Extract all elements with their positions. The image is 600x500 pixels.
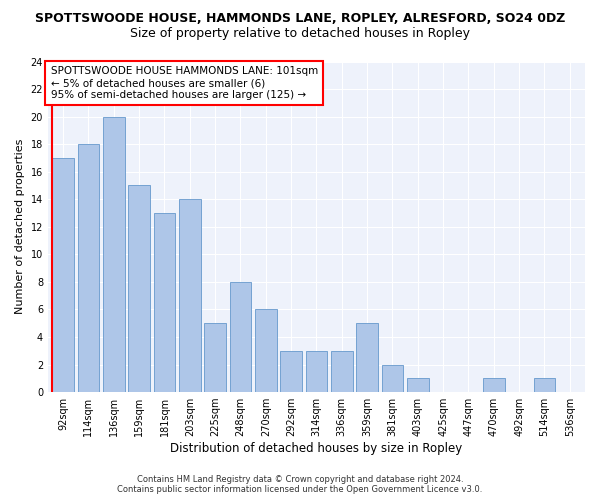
Bar xyxy=(483,378,505,392)
Bar xyxy=(205,323,226,392)
Bar xyxy=(331,351,353,392)
Bar xyxy=(407,378,428,392)
Y-axis label: Number of detached properties: Number of detached properties xyxy=(15,139,25,314)
Bar xyxy=(305,351,327,392)
Text: Contains HM Land Registry data © Crown copyright and database right 2024.: Contains HM Land Registry data © Crown c… xyxy=(137,475,463,484)
Bar xyxy=(230,282,251,392)
Bar xyxy=(103,116,125,392)
Bar xyxy=(533,378,555,392)
Text: SPOTTSWOODE HOUSE, HAMMONDS LANE, ROPLEY, ALRESFORD, SO24 0DZ: SPOTTSWOODE HOUSE, HAMMONDS LANE, ROPLEY… xyxy=(35,12,565,26)
Bar xyxy=(77,144,99,392)
Text: SPOTTSWOODE HOUSE HAMMONDS LANE: 101sqm
← 5% of detached houses are smaller (6)
: SPOTTSWOODE HOUSE HAMMONDS LANE: 101sqm … xyxy=(50,66,318,100)
Bar xyxy=(52,158,74,392)
Bar xyxy=(128,186,150,392)
Bar xyxy=(154,213,175,392)
Text: Contains public sector information licensed under the Open Government Licence v3: Contains public sector information licen… xyxy=(118,484,482,494)
Bar xyxy=(280,351,302,392)
Bar xyxy=(179,199,200,392)
Bar xyxy=(382,364,403,392)
Bar xyxy=(356,323,378,392)
X-axis label: Distribution of detached houses by size in Ropley: Distribution of detached houses by size … xyxy=(170,442,463,455)
Bar xyxy=(255,310,277,392)
Text: Size of property relative to detached houses in Ropley: Size of property relative to detached ho… xyxy=(130,28,470,40)
